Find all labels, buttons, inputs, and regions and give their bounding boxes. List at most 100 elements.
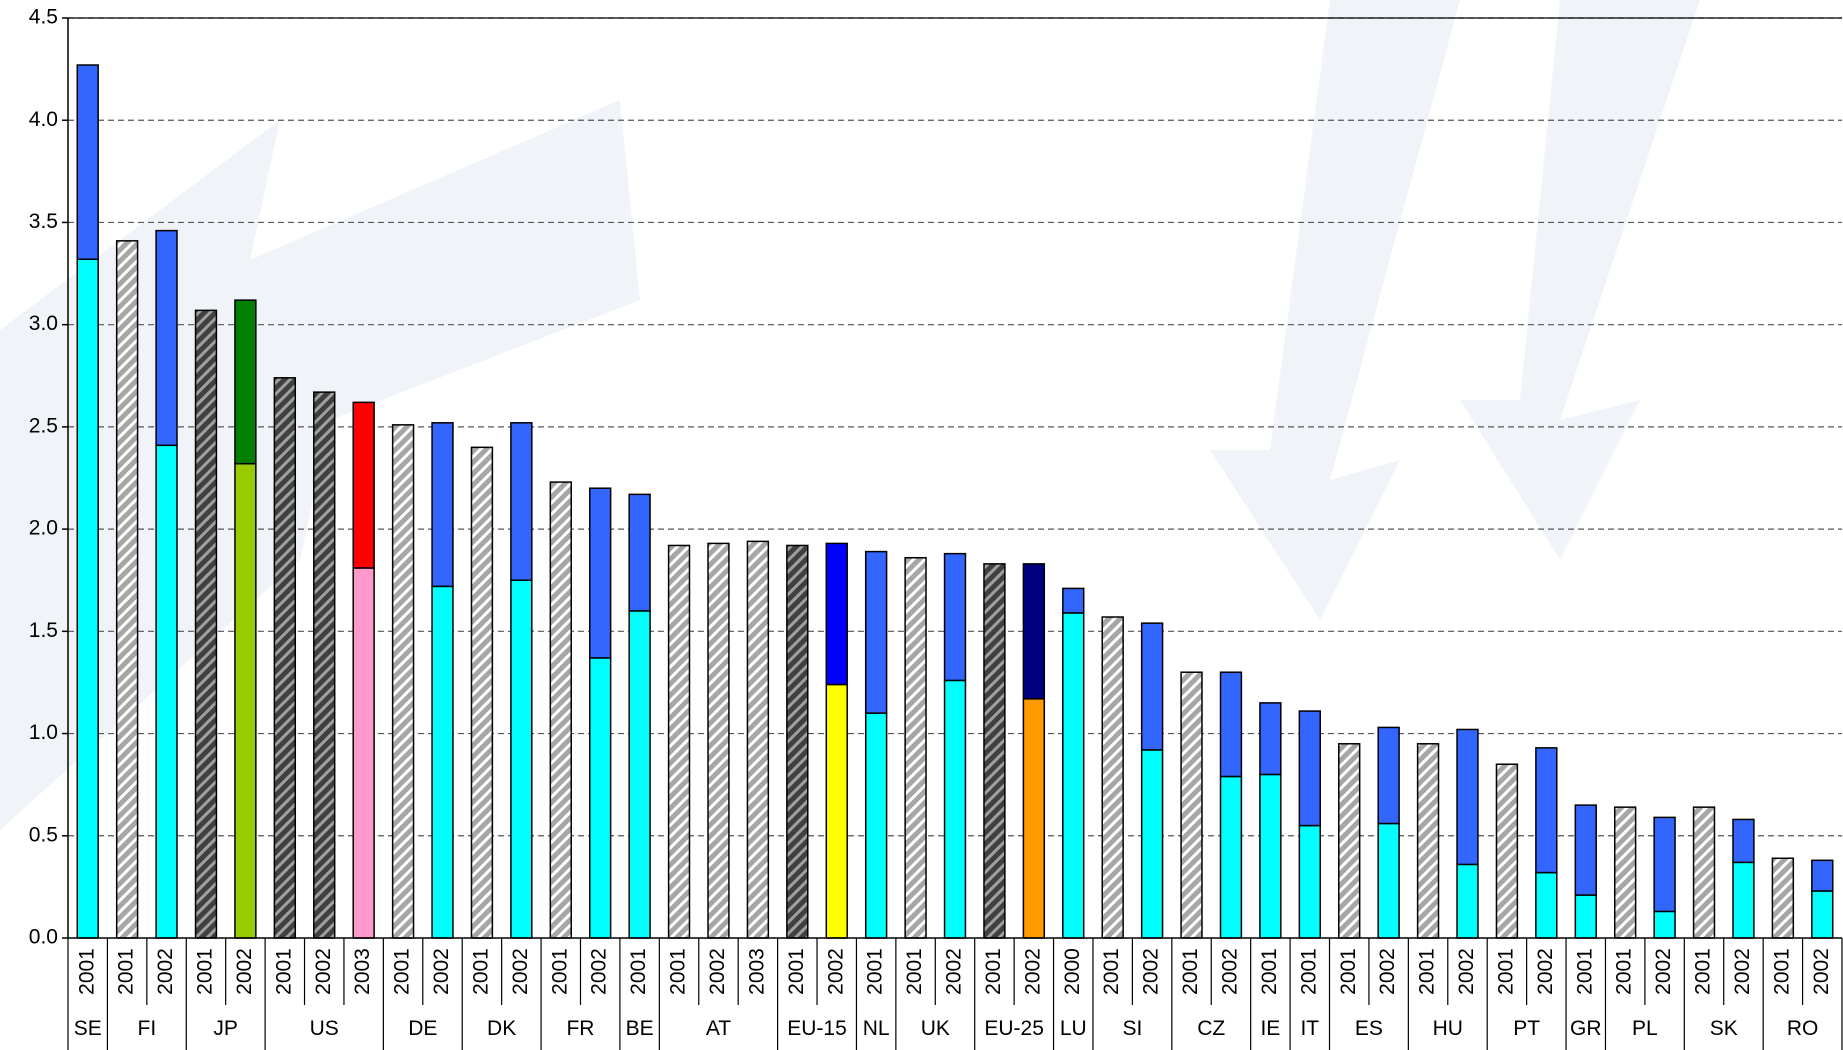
y-tick-label: 1.5 xyxy=(29,619,58,642)
bar-segment xyxy=(470,446,494,939)
bar-segment xyxy=(549,481,572,939)
x-tick-label: 2001 xyxy=(1770,948,1793,995)
x-tick-label: 2002 xyxy=(1810,948,1833,995)
bar-segment xyxy=(1692,806,1716,939)
group-label: FR xyxy=(566,1017,594,1040)
x-tick-label: 2001 xyxy=(667,948,690,995)
y-tick-label: 2.0 xyxy=(29,517,58,540)
x-tick-label: 2002 xyxy=(1219,948,1242,995)
bar-segment xyxy=(273,377,297,939)
bar-segment xyxy=(1377,726,1400,825)
x-tick-label: 2001 xyxy=(1100,948,1123,995)
x-tick-label: 2002 xyxy=(1731,948,1754,995)
x-tick-label: 2001 xyxy=(75,948,98,995)
group-label: JP xyxy=(213,1017,238,1040)
y-tick-label: 4.0 xyxy=(29,108,58,131)
bar-segment xyxy=(1259,702,1282,776)
bar-segment xyxy=(1771,857,1795,939)
group-label: DE xyxy=(408,1017,437,1040)
x-tick-label: 2001 xyxy=(1613,948,1636,995)
bar-segment xyxy=(1732,861,1755,939)
bar-segment xyxy=(352,401,375,569)
bar-segment xyxy=(234,462,257,939)
x-tick-label: 2002 xyxy=(824,948,847,995)
bar-segment xyxy=(1456,863,1479,939)
bar-segment xyxy=(234,299,257,465)
bar-segment xyxy=(1219,671,1243,778)
group-label: LU xyxy=(1060,1017,1087,1040)
bar-segment xyxy=(1022,698,1046,939)
bar-segment xyxy=(786,544,809,939)
bar-segment xyxy=(589,657,612,939)
x-tick-label: 2001 xyxy=(1297,948,1320,995)
y-tick-label: 2.5 xyxy=(29,414,58,437)
group-label: AT xyxy=(706,1017,731,1040)
x-tick-label: 2001 xyxy=(1416,948,1439,995)
bar-segment xyxy=(943,679,967,939)
group-label: EU-15 xyxy=(787,1017,847,1040)
bar-segment xyxy=(352,567,375,939)
bar-segment xyxy=(1259,773,1282,939)
bar-segment xyxy=(1574,804,1597,896)
x-tick-label: 2003 xyxy=(745,948,768,995)
bar-segment xyxy=(313,391,336,939)
y-tick-label: 3.0 xyxy=(29,312,58,335)
bar-segment xyxy=(76,64,99,260)
x-tick-label: 2001 xyxy=(1258,948,1281,995)
x-tick-label: 2001 xyxy=(864,948,887,995)
x-tick-label: 2001 xyxy=(194,948,217,995)
bar-segment xyxy=(1338,743,1361,939)
bar-segment xyxy=(983,563,1006,939)
bar-segment xyxy=(391,424,415,939)
bar-segment xyxy=(155,229,178,447)
x-tick-label: 2002 xyxy=(233,948,256,995)
x-tick-label: 2002 xyxy=(943,948,966,995)
x-tick-label: 2003 xyxy=(351,948,374,995)
x-tick-label: 2001 xyxy=(785,948,808,995)
x-tick-label: 2001 xyxy=(115,948,138,995)
bar-segment xyxy=(1456,728,1479,866)
x-tick-label: 2001 xyxy=(1573,948,1596,995)
bar-segment xyxy=(194,309,218,939)
bar-segment xyxy=(1811,890,1834,939)
group-label: PL xyxy=(1632,1017,1658,1040)
x-tick-label: 2001 xyxy=(1494,948,1517,995)
group-label: FI xyxy=(138,1017,157,1040)
bar-segment xyxy=(1298,710,1321,827)
x-tick-label: 2002 xyxy=(430,948,453,995)
group-label: US xyxy=(310,1017,339,1040)
x-tick-label: 2002 xyxy=(1021,948,1044,995)
bar-segment xyxy=(1062,587,1085,614)
group-label: IE xyxy=(1260,1017,1280,1040)
bar-segment xyxy=(431,422,454,588)
bar-segment xyxy=(115,240,139,939)
x-tick-label: 2000 xyxy=(1061,948,1084,995)
x-tick-label: 2001 xyxy=(982,948,1005,995)
bar-segment xyxy=(746,540,770,939)
group-label: DK xyxy=(487,1017,516,1040)
bar-segment xyxy=(864,712,888,939)
group-label: ES xyxy=(1355,1017,1383,1040)
group-label: CZ xyxy=(1197,1017,1225,1040)
group-label: BE xyxy=(626,1017,654,1040)
group-label: GR xyxy=(1570,1017,1602,1040)
group-label: HU xyxy=(1433,1017,1463,1040)
bar-segment xyxy=(825,542,848,686)
x-tick-label: 2001 xyxy=(548,948,571,995)
bar-segment xyxy=(1811,859,1834,892)
y-tick-label: 0.5 xyxy=(29,823,58,846)
bar-segment xyxy=(707,542,730,939)
group-label: UK xyxy=(921,1017,950,1040)
x-tick-label: 2001 xyxy=(1179,948,1202,995)
x-tick-label: 2001 xyxy=(903,948,926,995)
bar-segment xyxy=(155,444,178,939)
group-label: RO xyxy=(1787,1017,1819,1040)
group-label: NL xyxy=(863,1017,890,1040)
background-arrow xyxy=(1210,0,1460,620)
group-label: SK xyxy=(1710,1017,1738,1040)
bar-segment xyxy=(1219,775,1243,939)
x-tick-label: 2001 xyxy=(1337,948,1360,995)
y-tick-label: 1.0 xyxy=(29,721,58,744)
group-label: IT xyxy=(1300,1017,1319,1040)
bar-segment xyxy=(510,422,533,581)
